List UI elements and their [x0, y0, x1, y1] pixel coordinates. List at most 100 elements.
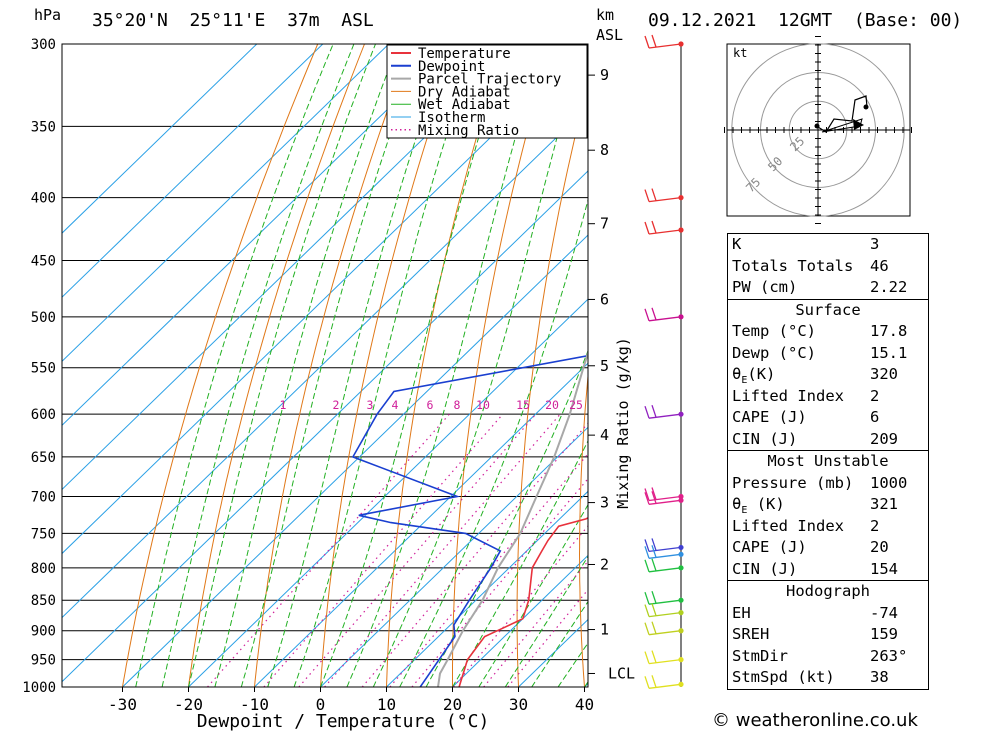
pressure-tick-label: 800 — [31, 561, 56, 577]
wind-barb — [644, 491, 682, 505]
isotherm-line — [320, 426, 588, 687]
pw-value: 2.22 — [870, 278, 908, 296]
stmspd-label: StmSpd (kt) — [732, 668, 835, 686]
legend-label: Dry Adiabat — [418, 84, 511, 100]
cape-row: CAPE (J) 6 — [728, 407, 928, 429]
axes-labels: 1 2 3 4 6 8 10 15 20 2530035040045050055060065070… — [22, 37, 635, 732]
wet-adiabat-line — [267, 44, 449, 687]
header-location: 35°20'N 25°11'E 37m ASL — [92, 10, 374, 31]
pressure-tick-label: 550 — [31, 361, 56, 377]
hodograph-origin-dot — [814, 123, 820, 129]
height-km-label: 6 — [600, 290, 609, 308]
dry-adiabat-line — [122, 44, 319, 687]
hodograph-storm-vector — [821, 118, 863, 133]
mu-pressure-label: Pressure (mb) — [732, 473, 854, 492]
wet-adiabat-line — [372, 44, 584, 687]
wind-barb-shaft — [648, 229, 682, 235]
sreh-label: SREH — [732, 625, 770, 643]
eh-row: EH -74 — [728, 603, 928, 625]
mu-li-value: 2 — [870, 516, 880, 535]
surface-section: Surface Temp (°C) 17.8 Dewp (°C) 15.1 θE(K… — [728, 300, 928, 451]
isotherm-line — [122, 234, 588, 687]
temperature-tick-label: 30 — [509, 695, 528, 714]
wind-barb-flag — [644, 546, 650, 559]
dry-adiabat-line — [578, 371, 588, 687]
pressure-tick-label: 450 — [31, 254, 56, 270]
wind-barb — [644, 220, 682, 235]
wind-barb — [644, 621, 682, 636]
credit-link[interactable]: © weatheronline.co.uk — [712, 710, 918, 731]
wet-adiabat-line — [346, 44, 544, 687]
wind-barb-flag — [651, 675, 657, 688]
height-km-label: 8 — [600, 141, 609, 159]
isotherm-line — [62, 170, 588, 683]
pressure-tick-label: 900 — [31, 624, 56, 640]
stmdir-value: 263° — [870, 646, 908, 665]
pw-row: PW (cm) 2.22 — [728, 277, 928, 299]
pw-label: PW (cm) — [732, 278, 798, 296]
mu-theta-row: θE (K) 321 — [728, 494, 928, 516]
wind-barb-flag — [651, 404, 657, 418]
cin-row: CIN (J) 209 — [728, 429, 928, 451]
dry-adiabat-line — [968, 44, 1000, 687]
pressure-tick-label: 750 — [31, 526, 56, 542]
mixing-ratio-line — [207, 413, 450, 687]
mixing-ratio-label: 15 — [516, 398, 530, 412]
wind-barb-flag — [644, 488, 650, 501]
hodograph-kt-label: kt — [733, 46, 747, 60]
wind-barb-shaft — [648, 43, 682, 49]
pressure-tick-label: 850 — [31, 593, 56, 609]
dry-adiabat-line — [386, 44, 506, 687]
dewp-row: Dewp (°C) 15.1 — [728, 343, 928, 365]
wet-adiabat-line — [452, 439, 588, 687]
wet-adiabat-line — [240, 44, 423, 687]
pressure-tick-label: 350 — [31, 119, 56, 135]
temperature-tick-label: -20 — [174, 695, 203, 714]
wind-profile — [644, 34, 684, 689]
pressure-tick-label: 1000 — [22, 680, 56, 696]
wind-barb-flag — [651, 590, 657, 604]
pressure-tick-label: 700 — [31, 490, 56, 506]
temperature-tick-label: -10 — [240, 695, 269, 714]
wind-barb-flag — [651, 307, 657, 321]
wind-barb-shaft — [648, 683, 682, 689]
wind-barb-flag — [644, 189, 650, 202]
li-row: Lifted Index 2 — [728, 386, 928, 408]
wet-adiabat-line — [320, 44, 509, 687]
dry-adiabat-line — [640, 44, 692, 687]
mixing-ratio-label: 25 — [569, 398, 583, 412]
sreh-row: SREH 159 — [728, 624, 928, 646]
isotherm-line — [62, 44, 588, 555]
temperature-line — [458, 516, 588, 687]
li-value: 2 — [870, 386, 880, 405]
height-km-label: 3 — [600, 494, 609, 512]
sreh-value: 159 — [870, 625, 898, 643]
height-km-label: 5 — [600, 357, 609, 375]
temperature-tick-label: 40 — [575, 695, 594, 714]
hp-title: Hodograph — [786, 582, 870, 600]
isotherm-line — [254, 362, 588, 687]
eh-label: EH — [732, 603, 751, 622]
dry-adiabat-line — [188, 44, 365, 687]
mu-cin-value: 154 — [870, 559, 898, 578]
mixing-ratio-label: 3 — [367, 398, 374, 412]
wind-barb-flag — [651, 545, 657, 558]
wind-barb-flag — [651, 491, 657, 504]
wind-barb-flag — [651, 188, 657, 201]
isotherm-line — [62, 44, 456, 427]
cin-value: 209 — [870, 429, 898, 448]
wind-barb-shaft — [648, 413, 682, 419]
wind-barb-flag — [644, 622, 650, 635]
mu-theta-value: 321 — [870, 495, 898, 513]
pressure-tick-label: 300 — [31, 37, 56, 53]
k-label: K — [732, 235, 742, 253]
wind-barb-flag — [651, 538, 657, 551]
li-label: Lifted Index — [732, 386, 844, 405]
wind-barb-flag — [651, 603, 657, 616]
theta-label: θE(K) — [732, 365, 776, 387]
legend-label: Parcel Trajectory — [418, 72, 561, 88]
